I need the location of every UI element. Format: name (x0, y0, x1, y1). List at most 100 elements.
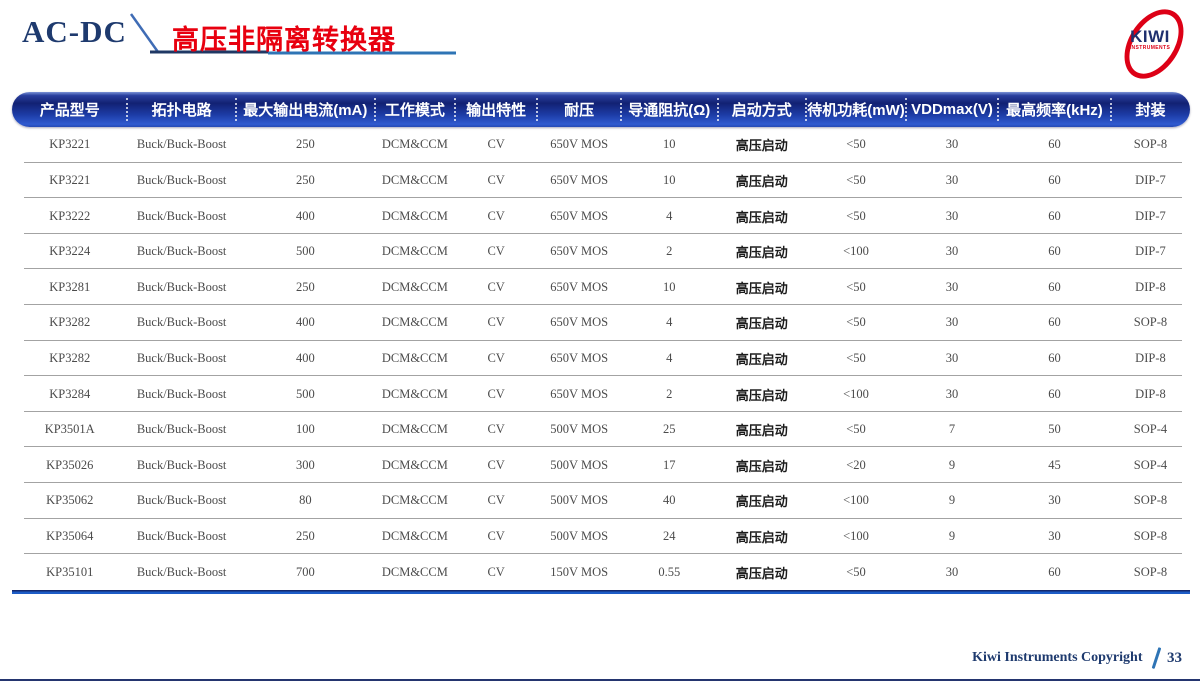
table-cell: 30 (945, 208, 959, 223)
table-cell: 60 (1048, 350, 1061, 365)
table-cell: 9 (948, 457, 956, 472)
table-cell: <50 (846, 172, 866, 187)
table-cell: CV (487, 137, 505, 152)
table-cell: Buck/Buck-Boost (136, 315, 227, 330)
table-cell: 650V MOS (550, 350, 609, 365)
table-row: KP3222 Buck/Buck-Boost 400 DCM&CCM CV 650V MO… (12, 198, 1190, 234)
table-row: KP3501A Buck/Buck-Boost 100 DCM&CCM CV 500V M… (12, 412, 1190, 448)
table-row: KP3221 Buck/Buck-Boost 250 DCM&CCM CV 650V MO… (12, 127, 1190, 163)
table-cell: 400 (295, 208, 315, 223)
table-cell: 30 (945, 350, 959, 365)
table-cell: 60 (1048, 172, 1061, 187)
table-cell: Buck/Buck-Boost (136, 529, 227, 543)
table-cell: <50 (846, 137, 866, 152)
table-cell: CV (487, 422, 505, 437)
table-cell: CV (487, 172, 505, 187)
table-cell: 60 (1048, 279, 1061, 294)
page-title: 高压非隔离转换器 (172, 25, 396, 55)
table-cell: CV (487, 279, 505, 294)
table-cell: SOP-8 (1133, 529, 1168, 543)
table-cell: SOP-8 (1133, 493, 1168, 508)
table-cell: CV (487, 208, 505, 223)
table-cell: 30 (945, 279, 959, 294)
table-cell: 4 (666, 315, 673, 330)
table-cell: 650V MOS (550, 137, 609, 152)
table-row: KP3221 Buck/Buck-Boost 250 DCM&CCM CV 650V MO… (12, 163, 1190, 199)
table-cell: 2 (666, 244, 673, 259)
table-cell: Buck/Buck-Boost (136, 386, 227, 401)
column-header-1: 产品型号 (39, 102, 100, 119)
table-cell: CV (487, 564, 505, 579)
table-cell: 650V MOS (550, 208, 609, 223)
table-header-row: 产品型号 拓扑电路 最大输出电流(mA) 工作模式 输出特性 耐压 导通阻抗(Ω) 启动方式待… (12, 92, 1190, 127)
table-cell: 30 (1048, 493, 1061, 508)
table-cell: DCM&CCM (381, 422, 448, 437)
table-cell: 高压启动 (735, 138, 788, 154)
table-cell: <100 (843, 493, 869, 508)
table-cell: KP3501A (44, 422, 95, 437)
table-cell: 60 (1048, 208, 1061, 223)
table-cell: 高压启动 (735, 387, 788, 403)
table-cell: DIP-8 (1135, 350, 1166, 365)
table-cell: 45 (1048, 457, 1061, 472)
table-cell: 30 (945, 137, 959, 152)
table-cell: Buck/Buck-Boost (136, 350, 227, 365)
table-cell: Buck/Buck-Boost (136, 172, 227, 187)
table-cell: 250 (295, 172, 315, 187)
table-cell: 650V MOS (550, 315, 609, 330)
table-cell: DCM&CCM (381, 457, 448, 472)
table-cell: 0.55 (658, 564, 681, 579)
table-cell: CV (487, 529, 505, 543)
copyright-text: Kiwi Instruments Copyright (972, 650, 1143, 665)
table-cell: 30 (945, 172, 959, 187)
table-cell: <100 (843, 244, 869, 259)
table-cell: 高压启动 (735, 458, 788, 474)
table-cell: 60 (1048, 244, 1061, 259)
column-header-9: 待机功耗(mW) (804, 92, 906, 127)
table-cell: KP3221 (49, 172, 91, 187)
table-cell: 高压启动 (735, 565, 788, 581)
table-row: KP3224 Buck/Buck-Boost 500 DCM&CCM CV 650V MO… (12, 234, 1190, 270)
logo-subtitle: INSTRUMENTS (1129, 45, 1171, 51)
table-row: KP35026 Buck/Buck-Boost 300 DCM&CCM CV 500V M… (12, 447, 1190, 483)
table-cell: 24 (663, 529, 676, 543)
table-cell: Buck/Buck-Boost (136, 137, 227, 152)
table-cell: 80 (299, 493, 312, 508)
table-cell: <50 (846, 350, 866, 365)
table-cell: Buck/Buck-Boost (136, 208, 227, 223)
table-cell: 4 (666, 208, 673, 223)
table-cell: 500V MOS (550, 529, 609, 543)
kiwi-logo: KIWI INSTRUMENTS (1112, 0, 1196, 90)
table-cell: Buck/Buck-Boost (136, 279, 227, 294)
table-cell: 30 (945, 315, 959, 330)
table-cell: DIP-7 (1135, 244, 1166, 259)
table-cell: 高压启动 (735, 209, 788, 225)
column-header-12: 封装 (1110, 92, 1190, 127)
table-cell: 10 (663, 137, 676, 152)
table-cell: 7 (948, 422, 956, 437)
table-cell: DCM&CCM (381, 315, 448, 330)
table-cell: 500V MOS (550, 493, 609, 508)
table-cell: SOP-8 (1133, 564, 1168, 579)
table-cell: <50 (846, 564, 866, 579)
table-cell: Buck/Buck-Boost (136, 457, 227, 472)
table-cell: 高压启动 (735, 494, 788, 510)
table-cell: SOP-8 (1133, 315, 1168, 330)
table-cell: <20 (846, 457, 866, 472)
table-cell: DCM&CCM (381, 493, 448, 508)
table-cell: Buck/Buck-Boost (136, 244, 227, 259)
table-cell: DCM&CCM (381, 244, 448, 259)
table-row: KP35101 Buck/Buck-Boost 700 DCM&CCM CV 150V M… (12, 554, 1190, 590)
table-cell: 25 (663, 422, 676, 437)
bottom-edge-bar (0, 679, 1200, 681)
table-row: KP3282 Buck/Buck-Boost 400 DCM&CCM CV 650V MO… (12, 305, 1190, 341)
table-cell: 650V MOS (550, 279, 609, 294)
table-cell: 30 (1048, 529, 1061, 543)
page-title-category: AC-DC (22, 14, 127, 49)
table-cell: 60 (1048, 315, 1061, 330)
column-header-7: 导通阻抗(Ω) (619, 92, 718, 127)
table-cell: DIP-8 (1135, 386, 1166, 401)
table-body: KP3221 Buck/Buck-Boost 250 DCM&CCM CV 650V MO… (12, 127, 1190, 590)
table-cell: <50 (846, 208, 866, 223)
table-cell: 高压启动 (735, 351, 788, 367)
